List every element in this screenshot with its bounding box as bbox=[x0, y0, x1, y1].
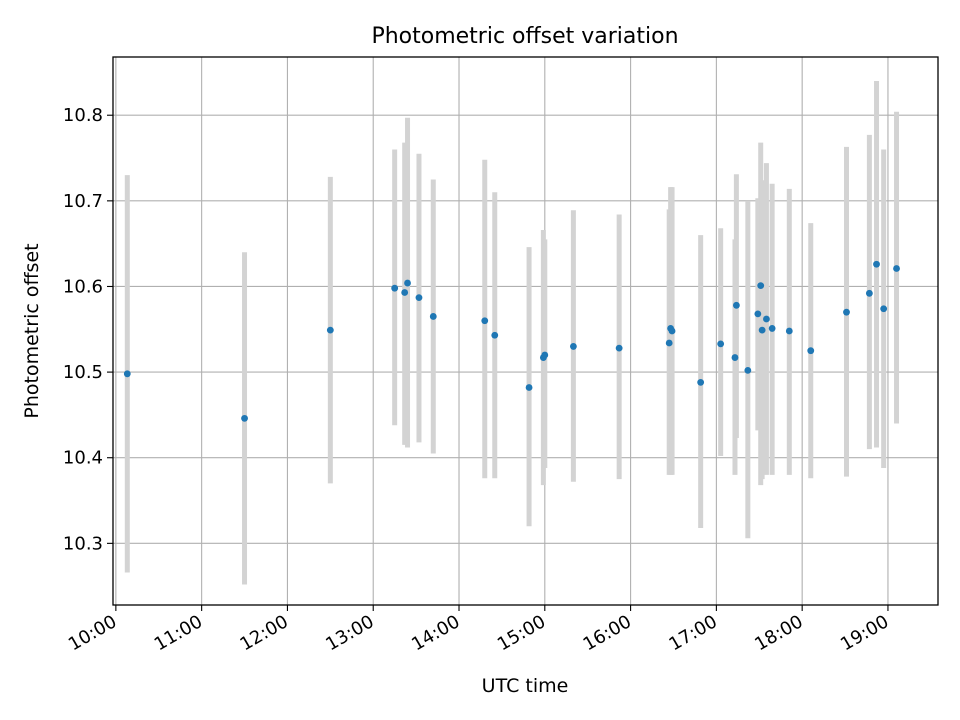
data-point bbox=[865, 289, 873, 297]
y-axis-label: Photometric offset bbox=[21, 243, 43, 418]
y-tick-label: 10.3 bbox=[63, 533, 103, 554]
data-point bbox=[481, 317, 489, 325]
data-point bbox=[785, 327, 793, 335]
data-point bbox=[415, 294, 423, 302]
x-axis-label: UTC time bbox=[482, 675, 569, 697]
data-point bbox=[744, 366, 752, 374]
data-point bbox=[757, 282, 765, 290]
data-point bbox=[843, 308, 850, 316]
y-tick-label: 10.5 bbox=[63, 362, 103, 383]
data-point bbox=[665, 339, 673, 347]
data-point bbox=[541, 351, 549, 359]
data-point bbox=[873, 260, 880, 268]
data-point bbox=[763, 315, 770, 323]
data-point bbox=[429, 313, 437, 320]
data-point bbox=[697, 378, 705, 386]
data-point bbox=[569, 343, 577, 350]
data-point bbox=[731, 354, 739, 361]
data-point bbox=[391, 284, 399, 292]
y-tick-label: 10.8 bbox=[63, 105, 103, 126]
data-point bbox=[717, 340, 725, 348]
data-point bbox=[326, 326, 334, 334]
data-point bbox=[123, 370, 131, 378]
data-point bbox=[880, 305, 888, 313]
plot-area-frame bbox=[112, 56, 939, 606]
data-points bbox=[123, 260, 900, 422]
data-point bbox=[732, 301, 740, 309]
data-point bbox=[241, 414, 248, 422]
data-point bbox=[807, 347, 815, 355]
data-point bbox=[668, 327, 676, 335]
data-point bbox=[491, 331, 499, 339]
data-point bbox=[615, 344, 623, 352]
y-tick-label: 10.6 bbox=[63, 276, 103, 297]
data-point bbox=[768, 325, 776, 332]
chart-title: Photometric offset variation bbox=[371, 24, 678, 49]
data-point bbox=[525, 384, 533, 391]
y-tick-label: 10.7 bbox=[63, 191, 103, 212]
data-point bbox=[758, 326, 766, 334]
data-point bbox=[401, 289, 409, 296]
data-point bbox=[754, 310, 762, 318]
data-point bbox=[404, 279, 411, 287]
data-point bbox=[893, 265, 900, 272]
y-tick-label: 10.4 bbox=[63, 448, 103, 469]
